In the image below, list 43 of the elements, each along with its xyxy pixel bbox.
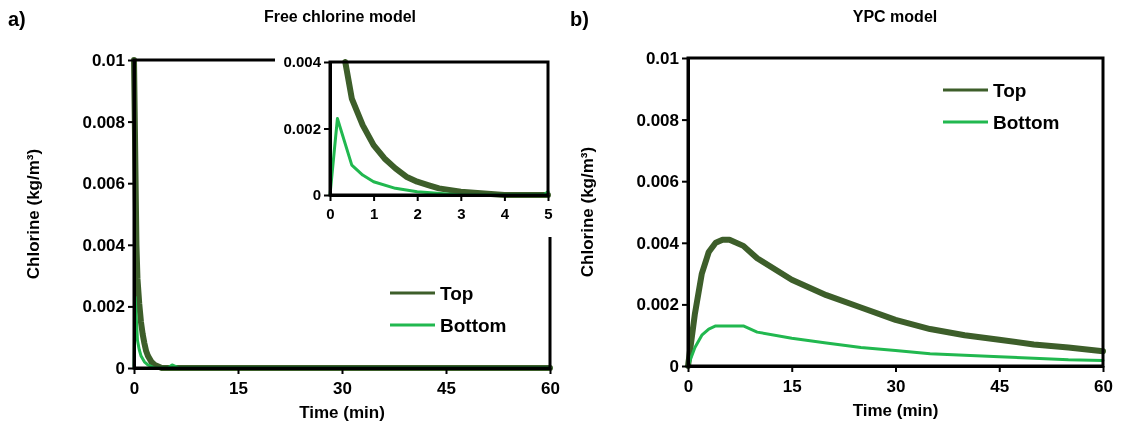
y-tick-label: 0.002: [283, 119, 321, 137]
x-tick-label: 15: [782, 377, 802, 396]
legend-label: Top: [993, 80, 1027, 101]
y-tick-label: 0.006: [82, 174, 125, 194]
x-tick-label: 0: [129, 379, 140, 398]
x-tick-label: 45: [437, 379, 456, 398]
x-tick-label: 0: [683, 377, 694, 396]
y-tick-label: 0.008: [636, 110, 679, 130]
x-axis-title: Time (min): [299, 403, 385, 422]
y-tick-label: 0.002: [82, 297, 125, 317]
y-tick-label: 0.004: [283, 53, 322, 71]
y-tick-label: 0.01: [91, 50, 125, 70]
x-tick-label: 2: [413, 205, 422, 222]
chart-title: Free chlorine model: [263, 8, 417, 25]
y-tick-label: 0.008: [82, 112, 125, 132]
y-tick-label: 0: [669, 356, 679, 376]
y-tick-label: 0.01: [645, 48, 679, 68]
y-axis-title: Chlorine (kg/m³): [24, 148, 43, 280]
text: a): [8, 8, 26, 30]
x-tick-label: 0: [326, 205, 335, 222]
x-axis-title: Time (min): [852, 401, 939, 420]
y-tick-label: 0.004: [82, 235, 126, 255]
x-tick-label: 4: [500, 205, 510, 222]
legend-label: Bottom: [440, 315, 507, 336]
y-tick-label: 0: [115, 358, 125, 378]
y-tick-label: 0.002: [636, 295, 679, 315]
y-tick-label: 0: [312, 186, 321, 204]
x-tick-label: 60: [541, 379, 560, 398]
x-tick-label: 15: [229, 379, 248, 398]
x-tick-label: 60: [1094, 377, 1113, 396]
x-tick-label: 1: [369, 205, 379, 222]
chart-title: YPC model: [852, 8, 938, 25]
text: b): [570, 8, 589, 30]
y-axis-title: Chlorine (kg/m³): [578, 146, 597, 278]
x-tick-label: 5: [544, 205, 553, 222]
x-tick-label: 45: [990, 377, 1010, 396]
x-tick-label: 30: [886, 377, 906, 396]
y-tick-label: 0.006: [636, 172, 679, 192]
y-tick-label: 0.004: [636, 233, 680, 253]
x-tick-label: 30: [333, 379, 352, 398]
x-tick-label: 3: [457, 205, 466, 222]
legend-label: Top: [440, 283, 474, 304]
legend-label: Bottom: [993, 112, 1060, 133]
